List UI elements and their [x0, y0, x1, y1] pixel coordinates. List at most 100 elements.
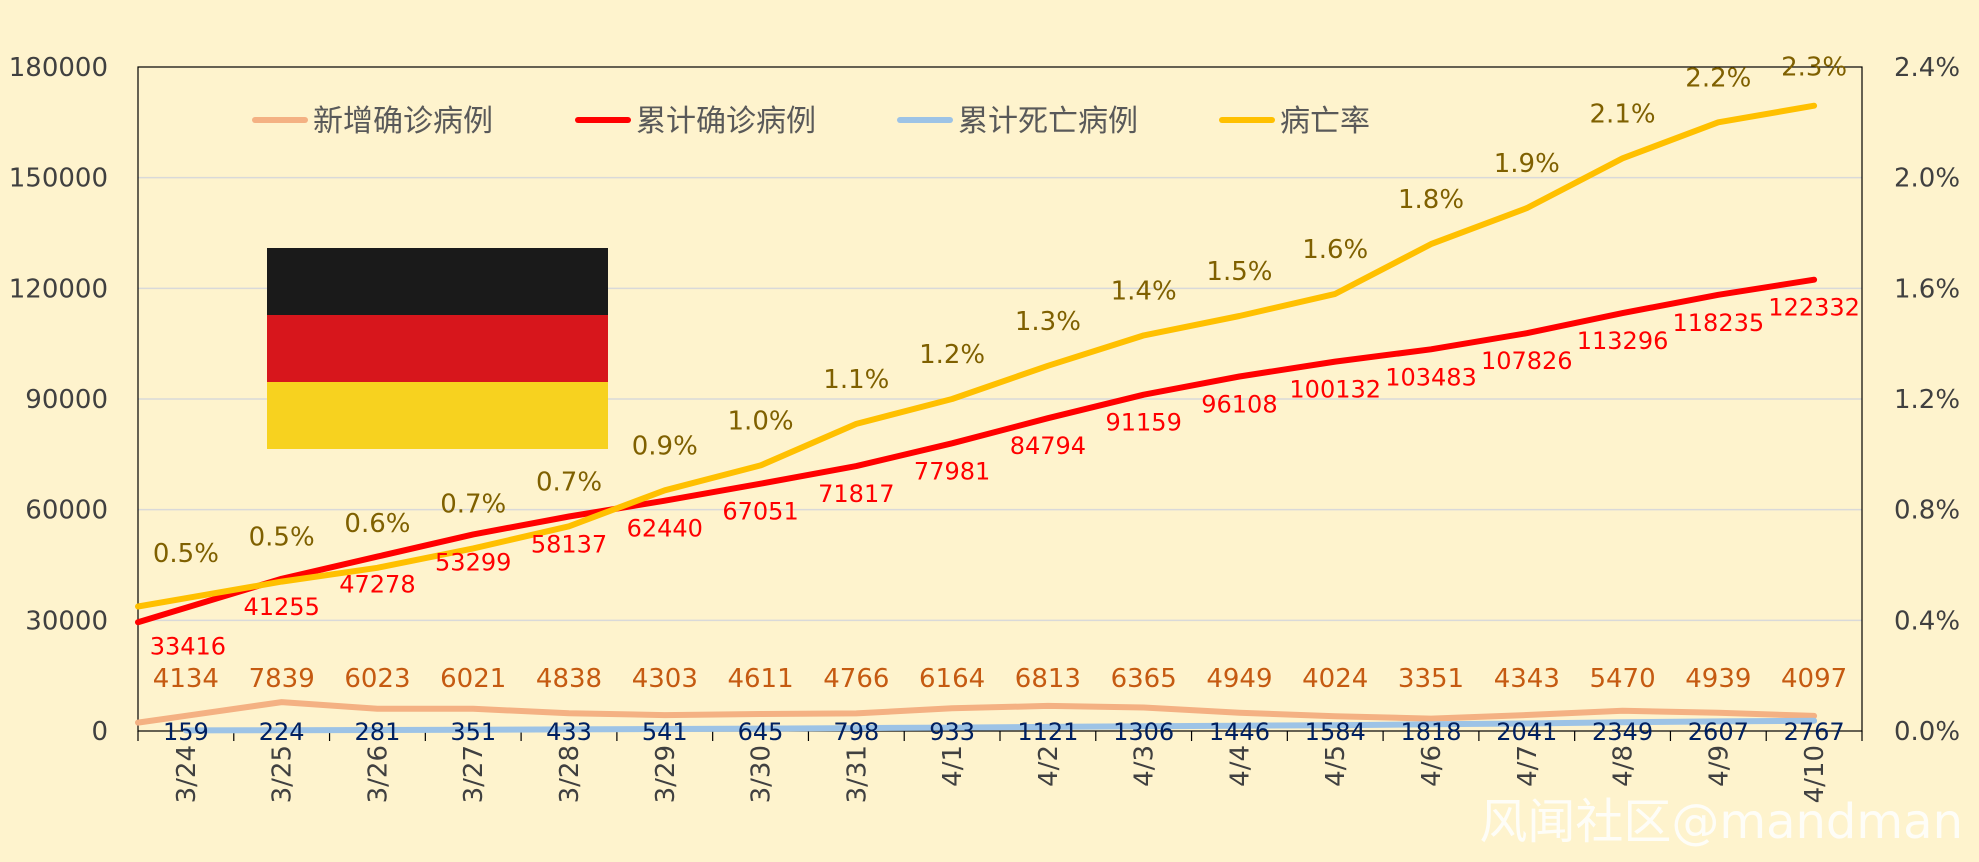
point-fatality-rate	[854, 422, 858, 426]
point-total-cases	[1142, 393, 1146, 397]
y-left-tick-label: 60000	[25, 496, 108, 526]
point-total-cases	[1237, 374, 1241, 378]
x-tick-label: 4/5	[1321, 745, 1351, 787]
data-label-total-deaths: 798	[833, 718, 879, 746]
point-new-cases	[1621, 709, 1625, 713]
data-label-fatality-rate: 1.4%	[1111, 276, 1177, 306]
point-total-cases	[1525, 331, 1529, 335]
point-total-deaths	[567, 727, 571, 731]
legend: 新增确诊病例 累计确诊病例 累计死亡病例 病亡率	[252, 104, 1370, 139]
data-label-total-deaths: 2041	[1496, 718, 1557, 746]
flag-stripe-gold	[267, 382, 608, 449]
point-fatality-rate	[280, 580, 284, 584]
y-left-tick-label: 30000	[25, 606, 108, 636]
point-total-deaths	[184, 728, 188, 732]
x-tick-label: 4/2	[1034, 745, 1064, 787]
data-label-new-cases: 4303	[632, 664, 698, 694]
point-total-deaths	[1812, 719, 1816, 723]
y-right-tick-label: 2.4%	[1894, 53, 1960, 83]
data-label-total-cases: 91159	[1105, 409, 1181, 437]
data-label-new-cases: 4949	[1206, 664, 1272, 694]
point-fatality-rate	[1621, 156, 1625, 160]
data-label-total-deaths: 1121	[1017, 718, 1078, 746]
x-tick-label: 4/1	[938, 745, 968, 787]
point-new-cases	[950, 706, 954, 710]
x-tick-label: 4/9	[1704, 745, 1734, 787]
data-label-total-deaths: 541	[642, 718, 688, 746]
data-label-fatality-rate: 1.2%	[919, 340, 985, 370]
series-line-total-deaths	[182, 717, 1818, 734]
data-label-total-deaths: 159	[163, 718, 209, 746]
data-label-total-deaths: 1818	[1400, 718, 1461, 746]
x-tick-label: 4/6	[1417, 745, 1447, 787]
data-label-new-cases: 4343	[1494, 664, 1560, 694]
data-label-total-deaths: 281	[355, 718, 401, 746]
data-label-total-cases: 84794	[1010, 432, 1086, 460]
point-fatality-rate	[1046, 364, 1050, 368]
x-tick-label: 3/29	[651, 745, 681, 803]
x-tick-label: 3/27	[459, 745, 489, 803]
data-label-fatality-rate: 1.1%	[823, 365, 889, 395]
point-fatality-rate	[1812, 104, 1816, 108]
legend-label-total-deaths: 累计死亡病例	[958, 104, 1138, 139]
x-tick-label: 3/31	[842, 745, 872, 803]
data-label-new-cases: 4611	[727, 664, 793, 694]
data-label-total-deaths: 2767	[1784, 718, 1845, 746]
data-label-total-cases: 77981	[914, 457, 990, 485]
point-total-deaths	[854, 726, 858, 730]
point-fatality-rate	[184, 596, 188, 600]
point-fatality-rate	[567, 524, 571, 528]
data-label-new-cases: 3351	[1398, 664, 1464, 694]
data-label-fatality-rate: 2.2%	[1685, 63, 1751, 93]
data-label-new-cases: 6023	[344, 664, 410, 694]
data-label-total-cases: 113296	[1577, 327, 1669, 355]
point-fatality-rate	[1716, 120, 1720, 124]
data-label-new-cases: 6365	[1111, 664, 1177, 694]
y-right-tick-label: 0.8%	[1894, 496, 1960, 526]
germany-flag-icon	[267, 248, 608, 449]
y-left-tick-label: 0	[91, 717, 108, 747]
y-left-tick-label: 120000	[9, 274, 108, 304]
point-fatality-rate	[759, 463, 763, 467]
flag-stripe-red	[267, 315, 608, 382]
point-total-cases	[1429, 347, 1433, 351]
point-fatality-rate	[471, 546, 475, 550]
data-label-total-cases: 41255	[243, 593, 319, 621]
point-total-deaths	[1237, 724, 1241, 728]
data-label-fatality-rate: 1.6%	[1302, 235, 1368, 265]
y-right-tick-label: 0.4%	[1894, 606, 1960, 636]
data-label-fatality-rate: 0.9%	[632, 431, 698, 461]
series-group	[135, 102, 1818, 734]
data-label-fatality-rate: 1.0%	[728, 406, 794, 436]
axes: 0 30000 60000 90000 120000 150000 180000 0.0% 0.…	[9, 53, 1960, 803]
point-new-cases	[1333, 714, 1337, 718]
point-total-cases	[759, 482, 763, 486]
point-new-cases	[759, 712, 763, 716]
legend-label-new-cases: 新增确诊病例	[313, 104, 493, 139]
x-tick-label: 4/7	[1513, 745, 1543, 787]
data-label-fatality-rate: 1.5%	[1206, 257, 1272, 287]
data-label-total-cases: 33416	[150, 633, 226, 661]
point-fatality-rate	[1333, 292, 1337, 296]
data-label-total-cases: 100132	[1289, 376, 1381, 404]
x-tick-label: 4/3	[1130, 745, 1160, 787]
y-right-tick-label: 1.2%	[1894, 385, 1960, 415]
data-label-total-cases: 58137	[531, 531, 607, 559]
point-total-cases	[1333, 360, 1337, 364]
y-left-tick-label: 90000	[25, 385, 108, 415]
legend-label-total-cases: 累计确诊病例	[636, 104, 816, 139]
x-tick-label: 3/24	[172, 745, 202, 803]
data-label-new-cases: 6164	[919, 664, 985, 694]
data-label-total-deaths: 2607	[1688, 718, 1749, 746]
data-label-total-deaths: 933	[929, 718, 975, 746]
x-tick-label: 3/25	[268, 745, 298, 803]
point-fatality-rate	[950, 397, 954, 401]
point-total-deaths	[1046, 725, 1050, 729]
data-label-total-cases: 71817	[818, 480, 894, 508]
data-label-total-cases: 96108	[1201, 390, 1277, 418]
point-fatality-rate	[663, 488, 667, 492]
data-label-fatality-rate: 0.5%	[153, 539, 219, 569]
point-new-cases	[471, 707, 475, 711]
data-label-fatality-rate: 2.1%	[1590, 99, 1656, 129]
